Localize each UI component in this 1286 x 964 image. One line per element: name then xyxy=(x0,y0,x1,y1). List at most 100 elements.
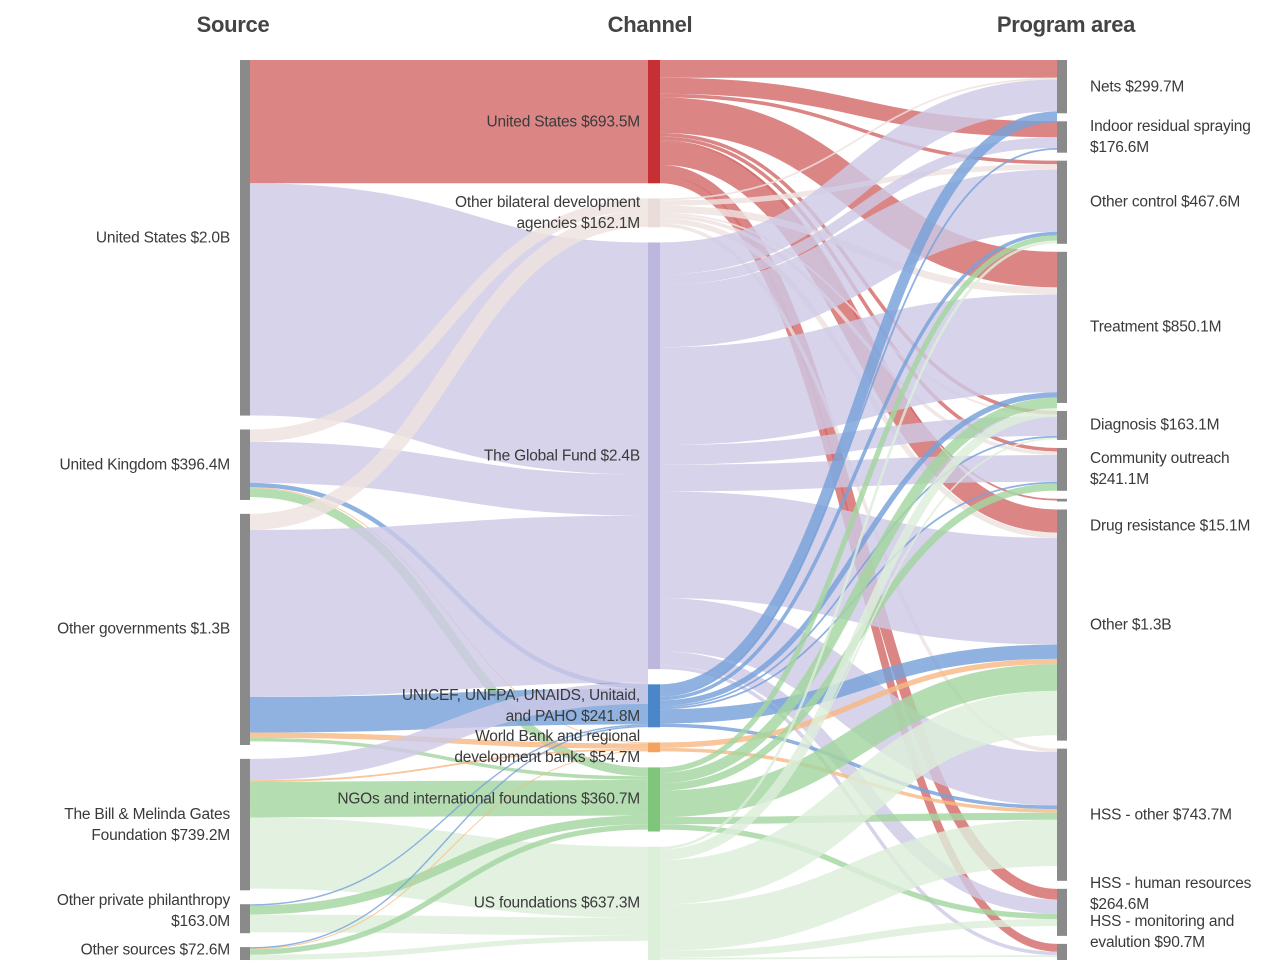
node-label: Other bilateral development agencies $16… xyxy=(400,192,640,234)
node xyxy=(648,198,660,228)
node-value: $15.1M xyxy=(1199,517,1251,535)
node-label: HSS - other $743.7M xyxy=(1090,804,1286,825)
node xyxy=(1057,888,1067,936)
node-label: The Global Fund $2.4B xyxy=(400,445,640,466)
node-value: $163.0M xyxy=(171,912,230,930)
node xyxy=(648,742,660,753)
node xyxy=(648,846,660,960)
node xyxy=(1057,121,1067,153)
node-value: $241.1M xyxy=(1090,471,1149,489)
flow xyxy=(659,169,1058,348)
node-name: Other sources xyxy=(80,941,176,959)
node-label: Community outreach $241.1M xyxy=(1090,448,1286,490)
node-name: The Bill & Melinda Gates Foundation xyxy=(64,805,230,844)
node xyxy=(1057,498,1067,502)
flow xyxy=(659,491,1058,645)
flow xyxy=(659,111,1058,695)
flow xyxy=(659,664,1058,818)
node-value: $1.3B xyxy=(1131,616,1172,634)
flow xyxy=(249,748,649,782)
flow xyxy=(659,212,1058,417)
node-label: Nets $299.7M xyxy=(1090,76,1286,97)
node-name: United States xyxy=(486,113,578,131)
flow xyxy=(249,824,649,955)
node-value: $176.6M xyxy=(1090,138,1149,156)
node-label: Treatment $850.1M xyxy=(1090,317,1286,338)
node xyxy=(240,429,250,500)
node-value: $693.5M xyxy=(581,113,640,131)
node-name: Community outreach xyxy=(1090,450,1230,468)
flow xyxy=(659,397,1058,784)
node xyxy=(648,767,660,832)
node-value: $264.6M xyxy=(1090,896,1149,914)
flow xyxy=(659,93,1058,165)
node-name: HSS - human resources xyxy=(1090,875,1252,893)
node-label: Other $1.3B xyxy=(1090,615,1286,636)
flow xyxy=(659,690,1058,905)
flow xyxy=(249,682,649,781)
node-value: $743.7M xyxy=(1172,806,1232,824)
flow xyxy=(249,725,649,949)
flow xyxy=(659,147,1058,697)
column-title: Channel xyxy=(607,12,693,37)
flow xyxy=(249,737,649,780)
node-label: World Bank and regional development bank… xyxy=(400,726,640,768)
node-value: $72.6M xyxy=(179,941,231,959)
node xyxy=(240,947,250,960)
node-name: US foundations xyxy=(473,894,577,912)
node-name: Other bilateral development agencies xyxy=(454,193,640,232)
node-value: $396.4M xyxy=(171,456,230,474)
node xyxy=(240,904,250,934)
node-label: United Kingdom $396.4M xyxy=(25,454,230,475)
node xyxy=(240,513,250,745)
node-value: $739.2M xyxy=(171,826,230,844)
node-name: HSS - monitoring and evalution xyxy=(1090,912,1235,951)
node xyxy=(648,60,660,184)
node xyxy=(1057,943,1067,960)
flow xyxy=(659,235,1058,773)
node-label: Other sources $72.6M xyxy=(25,939,231,960)
node xyxy=(240,758,250,891)
node-name: Indoor residual spraying xyxy=(1090,117,1251,135)
node-name: United States xyxy=(95,229,187,247)
node-name: Other xyxy=(1090,616,1128,634)
node-value: $2.4B xyxy=(600,447,640,465)
flow xyxy=(659,77,1058,138)
flow xyxy=(249,724,649,906)
node-label: HSS - human resources $264.6M xyxy=(1090,873,1286,915)
flow xyxy=(659,435,1058,708)
column-title: Source xyxy=(196,12,270,37)
node xyxy=(648,684,660,728)
node-value: $299.7M xyxy=(1125,78,1185,96)
node xyxy=(648,242,660,670)
flow xyxy=(659,294,1058,446)
node-label: Drug resistance $15.1M xyxy=(1090,516,1286,537)
node-value: $1.3B xyxy=(190,620,230,638)
node xyxy=(1057,60,1067,114)
node-value: $360.7M xyxy=(581,790,640,808)
node-value: $163.1M xyxy=(1160,416,1220,434)
node-label: UNICEF, UNFPA, UNAIDS, Unitaid, and PAHO… xyxy=(400,685,640,727)
node-label: NGOs and international foundations $360.… xyxy=(240,789,640,810)
node xyxy=(1057,160,1067,244)
node-value: $162.1M xyxy=(581,214,640,232)
flow xyxy=(659,231,1058,701)
node-name: UNICEF, UNFPA, UNAIDS, Unitaid, and PAHO xyxy=(401,686,640,725)
node xyxy=(1057,748,1067,881)
node-label: The Bill & Melinda Gates Foundation $739… xyxy=(25,804,230,846)
node-name: Other governments xyxy=(57,620,187,638)
column-title: Program area xyxy=(996,12,1136,37)
node-label: United States $693.5M xyxy=(400,111,641,132)
flow xyxy=(249,779,649,818)
node-name: Other control xyxy=(1090,193,1177,211)
node-value: $241.8M xyxy=(581,707,640,725)
node-value: $637.3M xyxy=(581,894,640,912)
node-label: Other governments $1.3B xyxy=(25,619,230,640)
node-value: $850.1M xyxy=(1162,318,1222,336)
flow xyxy=(249,750,649,950)
flow xyxy=(659,437,1058,861)
node-label: Diagnosis $163.1M xyxy=(1090,415,1286,436)
node-value: $54.7M xyxy=(589,749,641,767)
